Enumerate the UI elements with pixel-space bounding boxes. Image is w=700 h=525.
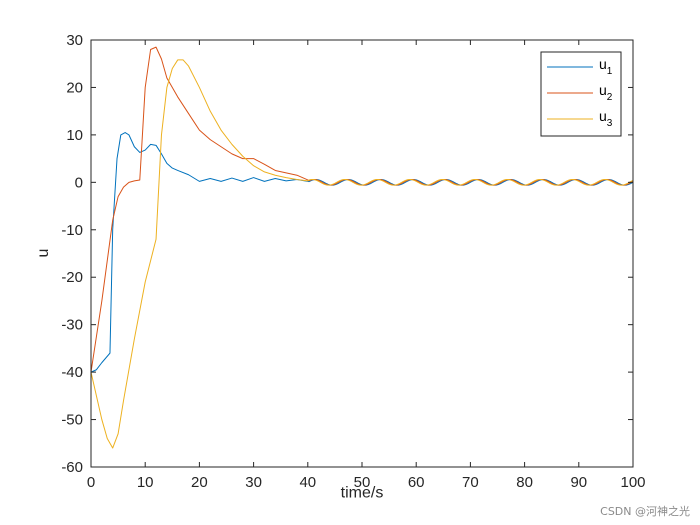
x-tick-label: 30 <box>245 474 262 491</box>
y-tick-label: -40 <box>61 364 83 381</box>
series-u3-line <box>90 59 634 449</box>
y-axis-label: u <box>35 249 52 258</box>
x-tick-label: 90 <box>570 474 587 491</box>
y-tick-label: -20 <box>61 269 83 286</box>
y-tick-label: 20 <box>66 79 83 96</box>
legend-label-u1: u1 <box>599 56 613 77</box>
x-tick-label: 0 <box>87 474 95 491</box>
legend: u1 u2 u3 <box>540 51 622 137</box>
y-tick-label: -10 <box>61 222 83 239</box>
x-axis-label: time/s <box>341 484 384 501</box>
legend-label-u2: u2 <box>599 82 613 103</box>
series-layer <box>90 46 634 449</box>
y-tick-label: 30 <box>66 32 83 49</box>
y-tick-label: -50 <box>61 412 83 429</box>
y-tick-label: -30 <box>61 317 83 334</box>
x-tick-label: 50 <box>354 474 371 491</box>
y-tick-label: -60 <box>61 459 83 476</box>
y-tick-label: 0 <box>75 174 83 191</box>
x-tick-label: 60 <box>408 474 425 491</box>
x-tick-label: 70 <box>462 474 479 491</box>
legend-box <box>540 51 622 137</box>
x-tick-label: 100 <box>620 474 645 491</box>
axes-layer: 0 10 20 30 40 50 60 70 80 90 100-60-50-40-30-20-10… <box>61 32 645 491</box>
x-tick-label: 40 <box>299 474 316 491</box>
watermark: CSDN @河神之光 <box>600 505 690 518</box>
x-tick-label: 10 <box>137 474 154 491</box>
y-tick-label: 10 <box>66 127 83 144</box>
x-tick-label: 20 <box>191 474 208 491</box>
x-tick-label: 80 <box>516 474 533 491</box>
legend-label-u3: u3 <box>599 108 613 129</box>
